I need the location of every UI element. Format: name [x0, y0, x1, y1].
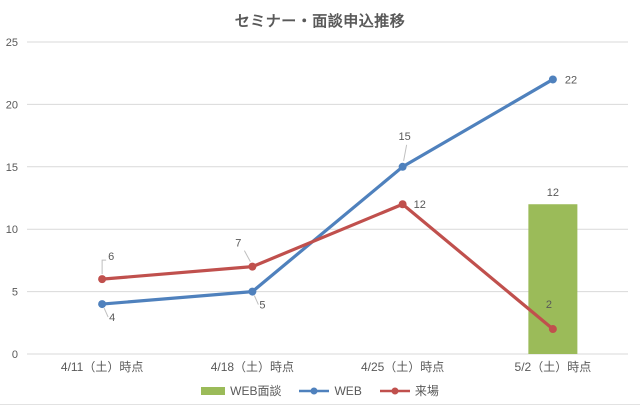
legend-item-1: WEB: [299, 383, 362, 398]
data-label-2-2: 12: [414, 199, 426, 211]
label-leader-2-1: [243, 250, 251, 262]
marker-2-2: [398, 200, 407, 209]
marker-2-1: [248, 262, 257, 271]
legend-label-0: WEB面談: [230, 384, 282, 398]
line-1: [100, 77, 555, 306]
data-label-2-3: 2: [546, 299, 552, 311]
marker-2-3: [548, 325, 557, 334]
data-label-1-2: 15: [399, 131, 411, 143]
legend-label-1: WEB: [334, 383, 362, 398]
marker-2-0: [98, 275, 107, 284]
legend-line-swatch-icon: [299, 387, 330, 394]
data-label-2-1: 7: [235, 238, 241, 250]
chart-legend: WEB面談 WEB 来場: [0, 382, 640, 399]
y-axis-tick-5: 5: [12, 287, 18, 299]
marker-1-0: [98, 300, 107, 309]
data-label-0-3: 12: [547, 187, 559, 199]
x-axis-label-0: 4/11（土）時点: [61, 360, 143, 374]
x-axis-label-3: 5/2（土）時点: [515, 360, 592, 374]
x-axis-label-2: 4/25（土）時点: [361, 360, 444, 374]
y-axis-tick-25: 25: [6, 37, 18, 49]
label-leader-1-0: [103, 307, 109, 318]
legend-bar-swatch-icon: [201, 386, 226, 395]
legend-label-2: 来場: [414, 384, 439, 398]
marker-1-1: [248, 287, 257, 296]
marker-1-3: [548, 75, 557, 84]
data-label-2-0: 6: [108, 251, 114, 263]
y-axis-tick-0: 0: [12, 349, 18, 361]
y-axis-tick-15: 15: [6, 162, 18, 174]
label-leader-2-0: [101, 259, 107, 275]
x-axis-label-1: 4/18（土）時点: [211, 360, 294, 374]
data-label-1-1: 5: [259, 300, 265, 312]
data-label-1-3: 22: [565, 74, 577, 86]
label-leader-1-2: [403, 144, 408, 161]
marker-1-2: [398, 162, 407, 171]
chart-title: セミナー・面談申込推移: [234, 13, 406, 30]
y-axis-tick-20: 20: [6, 99, 18, 111]
data-label-1-0: 4: [109, 312, 115, 324]
line-2: [100, 202, 555, 331]
y-axis-tick-10: 10: [6, 224, 18, 236]
label-leader-1-1: [253, 295, 259, 305]
legend-item-0: WEB面談: [201, 382, 281, 399]
legend-item-2: 来場: [379, 382, 439, 399]
chart-bottom-border: [0, 404, 640, 405]
legend-line-swatch-icon: [379, 387, 410, 394]
